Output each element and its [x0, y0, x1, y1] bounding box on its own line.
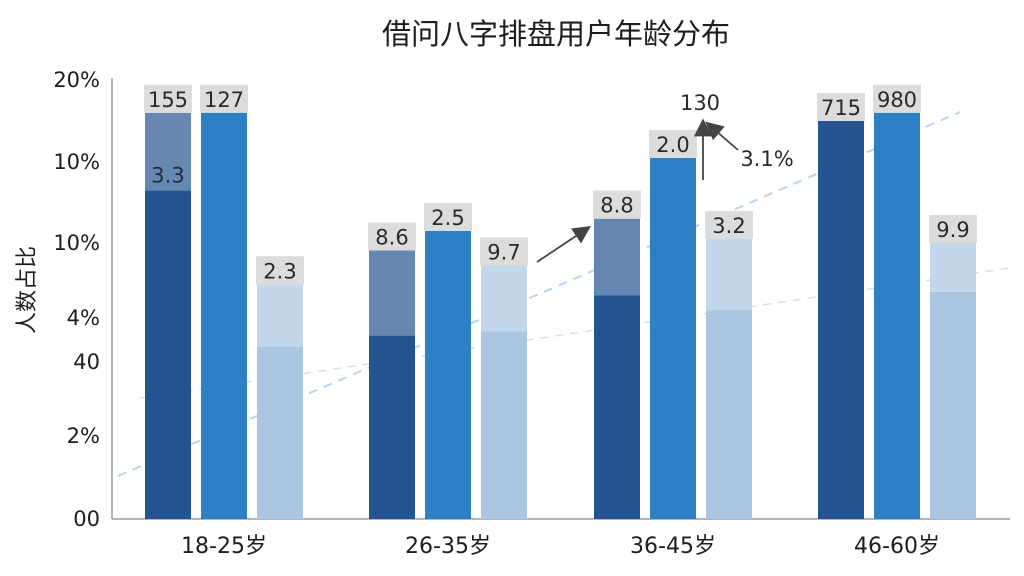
y-tick-label: 20%: [53, 68, 100, 92]
bar: [930, 291, 976, 519]
data-label-box: [200, 84, 248, 113]
data-label: 9.9: [936, 218, 969, 242]
y-axis-label: 人数占比: [15, 246, 40, 334]
bar: [481, 331, 527, 519]
y-tick-label: 00: [73, 507, 100, 531]
x-tick-label: 36-45岁: [630, 534, 716, 559]
data-label: 2.0: [656, 133, 689, 157]
data-label-box: [817, 93, 865, 121]
y-tick-label: 2%: [67, 424, 100, 448]
bar: [257, 346, 303, 519]
y-tick-label: 10%: [53, 231, 100, 255]
data-label: 155: [148, 88, 188, 112]
data-label-box: [368, 222, 416, 251]
segment-label: 3.3: [151, 163, 184, 187]
x-tick-label: 26-35岁: [405, 534, 491, 559]
bar: [706, 310, 752, 519]
y-tick-label: 40: [73, 350, 100, 374]
data-label-box: [929, 215, 977, 243]
data-label: 8.6: [375, 226, 408, 250]
data-label: 3.2: [712, 214, 745, 238]
bar: [874, 112, 920, 520]
data-label-box: [144, 84, 192, 113]
annotations: 130 3.1%: [536, 91, 794, 263]
data-label: 715: [821, 96, 861, 120]
bar: [369, 335, 415, 519]
bar-segment: [369, 250, 415, 336]
y-axis-ticks: 00 2% 40 4% 10% 10% 20%: [53, 68, 100, 531]
bar: [594, 295, 640, 519]
y-tick-label: 4%: [67, 306, 100, 330]
bar-segment: [481, 265, 527, 332]
annotation-label: 3.1%: [740, 147, 793, 171]
data-label: 980: [877, 88, 917, 112]
data-label: 9.7: [487, 241, 520, 265]
bar: [425, 230, 471, 519]
data-label-box: [480, 237, 528, 266]
bar: [650, 157, 696, 519]
annotation-arrow: [705, 121, 739, 151]
chart-title: 借问八字排盘用户年龄分布: [382, 17, 730, 51]
data-label: 2.5: [431, 206, 464, 230]
y-tick-label: 10%: [53, 150, 100, 174]
data-label-box: [873, 84, 921, 113]
data-label-box: [649, 129, 697, 158]
data-label-box: [705, 210, 753, 239]
x-tick-label: 46-60岁: [854, 534, 940, 559]
bar: [201, 112, 247, 520]
bar-segment: [145, 112, 191, 191]
data-labels: 155 3.3 127 2.3 8.6 2.5 9.7 8.8 2.0 3.2 715 980 9.9: [144, 84, 977, 285]
bar: [818, 121, 864, 519]
data-label: 2.3: [263, 259, 296, 283]
bar-segment: [257, 284, 303, 347]
bar: [145, 190, 191, 519]
trend-line: [139, 267, 1011, 399]
x-axis-ticks: 18-25岁 26-35岁 36-45岁 46-60岁: [181, 534, 940, 559]
annotation-label: 130: [680, 91, 720, 115]
data-label-box: [593, 190, 641, 219]
annotation-arrow: [536, 226, 591, 263]
data-label-box: [424, 202, 472, 231]
data-label: 8.8: [600, 194, 633, 218]
bar-segment: [594, 218, 640, 296]
data-label-box: [256, 256, 304, 285]
bar-segment: [930, 243, 976, 292]
bar-segment: [706, 238, 752, 311]
data-label: 127: [204, 88, 244, 112]
bars: [145, 112, 976, 520]
x-tick-label: 18-25岁: [181, 534, 267, 559]
